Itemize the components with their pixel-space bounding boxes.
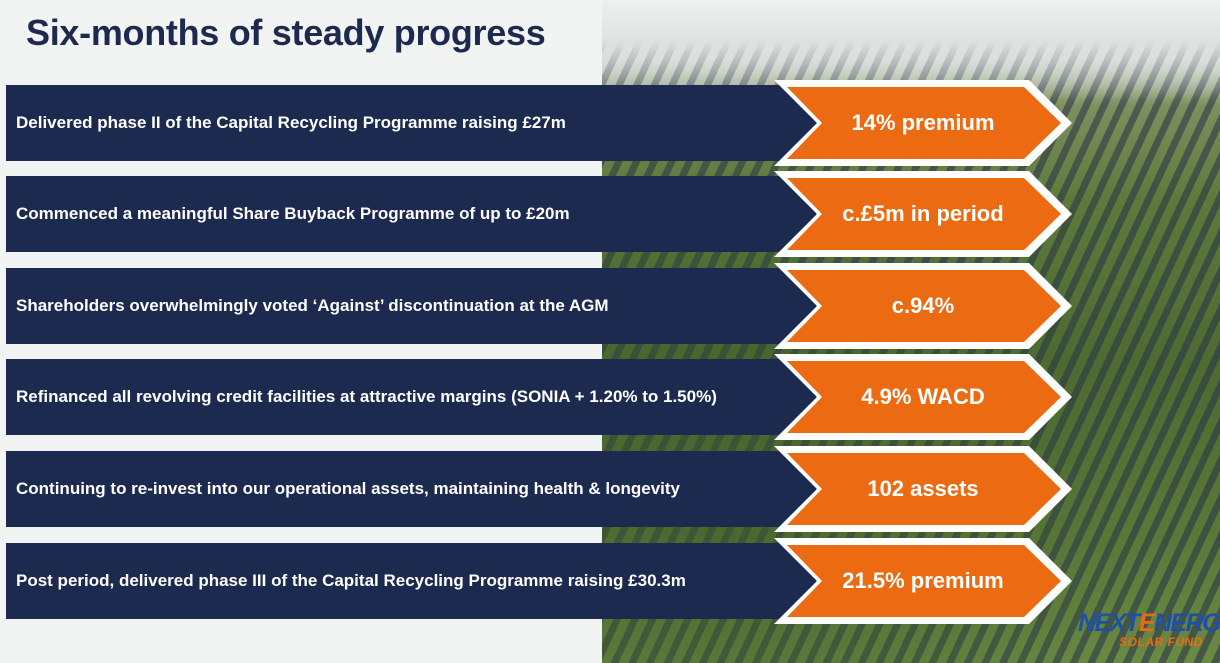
progress-bar: Shareholders overwhelmingly voted ‘Again… xyxy=(6,268,816,344)
progress-description: Post period, delivered phase III of the … xyxy=(16,571,686,590)
metric-value: c.94% xyxy=(891,293,955,318)
chevron-arrow-icon xyxy=(774,80,1072,166)
progress-bar: Post period, delivered phase III of the … xyxy=(6,543,816,619)
progress-description: Commenced a meaningful Share Buyback Pro… xyxy=(16,204,570,223)
progress-bar: Refinanced all revolving credit faciliti… xyxy=(6,359,816,435)
metric-badge: 102 assets xyxy=(774,446,1072,532)
chevron-arrow-icon xyxy=(774,538,1072,624)
chevron-arrow-icon xyxy=(774,263,1072,349)
logo-part-nergy: NERGY xyxy=(1153,609,1220,637)
progress-description: Shareholders overwhelmingly voted ‘Again… xyxy=(16,296,609,315)
metric-badge: 21.5% premium xyxy=(774,538,1072,624)
progress-row: Commenced a meaningful Share Buyback Pro… xyxy=(6,171,1072,257)
progress-description: Refinanced all revolving credit faciliti… xyxy=(16,387,717,406)
metric-value: 102 assets xyxy=(867,476,979,501)
metric-value: 21.5% premium xyxy=(842,568,1004,593)
logo-subtitle: SOLAR FUND xyxy=(1119,635,1203,649)
chevron-arrow-icon xyxy=(774,446,1072,532)
chevron-arrow-icon xyxy=(774,171,1072,257)
progress-row: Continuing to re-invest into our operati… xyxy=(6,446,1072,532)
logo-part-e: E xyxy=(1138,609,1156,637)
progress-row: Shareholders overwhelmingly voted ‘Again… xyxy=(6,263,1072,349)
progress-row: Refinanced all revolving credit faciliti… xyxy=(6,354,1072,440)
metric-badge: c.94% xyxy=(774,263,1072,349)
progress-row: Post period, delivered phase III of the … xyxy=(6,538,1072,624)
metric-value: c.£5m in period xyxy=(842,201,1004,226)
progress-description: Delivered phase II of the Capital Recycl… xyxy=(16,113,566,132)
progress-bar: Continuing to re-invest into our operati… xyxy=(6,451,816,527)
metric-badge: 4.9% WACD xyxy=(774,354,1072,440)
chevron-arrow-icon xyxy=(774,354,1072,440)
progress-bar: Commenced a meaningful Share Buyback Pro… xyxy=(6,176,816,252)
slide-title: Six-months of steady progress xyxy=(26,12,546,53)
metric-value: 4.9% WACD xyxy=(861,384,985,409)
logo-wordmark: NEXTENERGY xyxy=(1078,609,1220,637)
logo-part-next: NEXT xyxy=(1078,609,1140,637)
progress-bar: Delivered phase II of the Capital Recycl… xyxy=(6,85,816,161)
metric-badge: 14% premium xyxy=(774,80,1072,166)
metric-value: 14% premium xyxy=(851,110,995,135)
progress-row: Delivered phase II of the Capital Recycl… xyxy=(6,80,1072,166)
nextenergy-logo: NEXTENERGY SOLAR FUND xyxy=(1078,609,1220,649)
progress-description: Continuing to re-invest into our operati… xyxy=(16,479,681,498)
metric-badge: c.£5m in period xyxy=(774,171,1072,257)
